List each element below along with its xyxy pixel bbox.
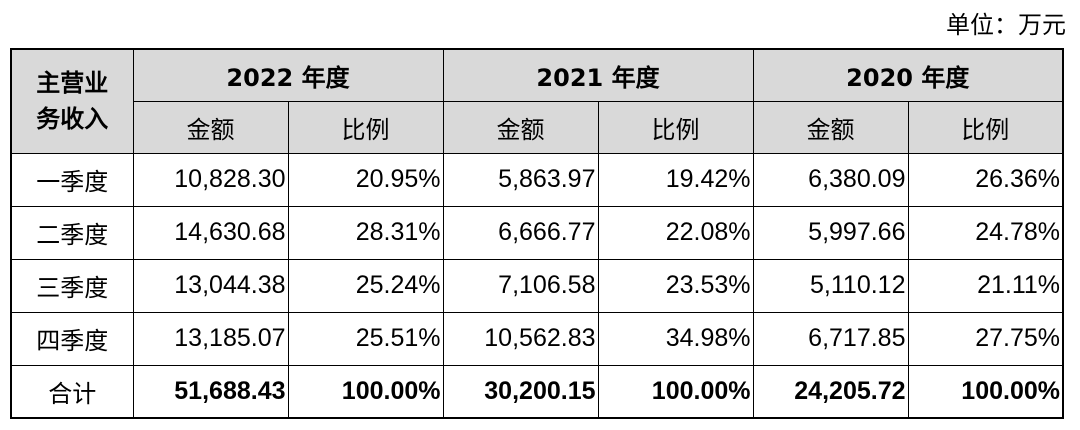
table-row: 三季度 13,044.38 25.24% 7,106.58 23.53% 5,1… (10, 258, 1064, 313)
revenue-table: 主营业 务收入 2022 年度 2021 年度 2020 年度 金额 比例 金额… (10, 48, 1064, 419)
amount-cell: 6,717.85 (752, 311, 909, 366)
row-label: 二季度 (10, 205, 134, 260)
table-row: 一季度 10,828.30 20.95% 5,863.97 19.42% 6,3… (10, 152, 1064, 207)
total-ratio-cell: 100.00% (597, 364, 754, 419)
amount-cell: 5,997.66 (752, 205, 909, 260)
amount-cell: 14,630.68 (132, 205, 289, 260)
total-amount-cell: 24,205.72 (752, 364, 909, 419)
row-label: 四季度 (10, 311, 134, 366)
amount-cell: 5,863.97 (442, 152, 599, 207)
header-row-years: 主营业 务收入 2022 年度 2021 年度 2020 年度 (10, 48, 1064, 154)
amount-header: 金额 (442, 100, 599, 154)
total-ratio-cell: 100.00% (287, 364, 444, 419)
ratio-cell: 34.98% (597, 311, 754, 366)
amount-cell: 13,044.38 (132, 258, 289, 313)
row-header-line2: 务收入 (36, 105, 109, 134)
total-amount-cell: 30,200.15 (442, 364, 599, 419)
ratio-cell: 25.24% (287, 258, 444, 313)
ratio-cell: 21.11% (907, 258, 1064, 313)
ratio-header: 比例 (907, 100, 1064, 154)
ratio-cell: 22.08% (597, 205, 754, 260)
year-header-2021: 2021 年度 (442, 48, 754, 102)
ratio-header: 比例 (287, 100, 444, 154)
amount-header: 金额 (132, 100, 289, 154)
amount-header: 金额 (752, 100, 909, 154)
total-ratio-cell: 100.00% (907, 364, 1064, 419)
ratio-cell: 19.42% (597, 152, 754, 207)
table-row: 四季度 13,185.07 25.51% 10,562.83 34.98% 6,… (10, 311, 1064, 366)
amount-cell: 7,106.58 (442, 258, 599, 313)
year-header-2022: 2022 年度 (132, 48, 444, 102)
total-amount-cell: 51,688.43 (132, 364, 289, 419)
ratio-cell: 26.36% (907, 152, 1064, 207)
header-row-columns: 金额 比例 金额 比例 金额 比例 (11, 100, 1064, 154)
row-header-line1: 主营业 (36, 69, 109, 98)
row-label: 一季度 (10, 152, 134, 207)
unit-label: 单位：万元 (946, 11, 1066, 39)
total-label: 合计 (10, 364, 134, 419)
ratio-cell: 28.31% (287, 205, 444, 260)
amount-cell: 6,666.77 (442, 205, 599, 260)
year-header-2020: 2020 年度 (752, 48, 1064, 102)
amount-cell: 5,110.12 (752, 258, 909, 313)
ratio-cell: 27.75% (907, 311, 1064, 366)
row-label: 三季度 (10, 258, 134, 313)
row-header-cell: 主营业 务收入 (10, 48, 134, 154)
amount-cell: 6,380.09 (752, 152, 909, 207)
ratio-header: 比例 (597, 100, 754, 154)
amount-cell: 10,828.30 (132, 152, 289, 207)
table-row: 二季度 14,630.68 28.31% 6,666.77 22.08% 5,9… (10, 205, 1064, 260)
amount-cell: 10,562.83 (442, 311, 599, 366)
amount-cell: 13,185.07 (132, 311, 289, 366)
ratio-cell: 25.51% (287, 311, 444, 366)
ratio-cell: 20.95% (287, 152, 444, 207)
ratio-cell: 24.78% (907, 205, 1064, 260)
total-row: 合计 51,688.43 100.00% 30,200.15 100.00% 2… (10, 364, 1064, 419)
ratio-cell: 23.53% (597, 258, 754, 313)
